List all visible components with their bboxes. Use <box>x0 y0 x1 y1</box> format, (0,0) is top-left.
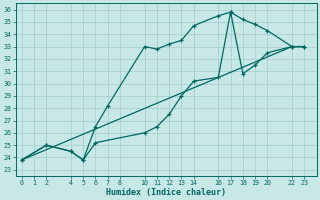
X-axis label: Humidex (Indice chaleur): Humidex (Indice chaleur) <box>106 188 226 197</box>
